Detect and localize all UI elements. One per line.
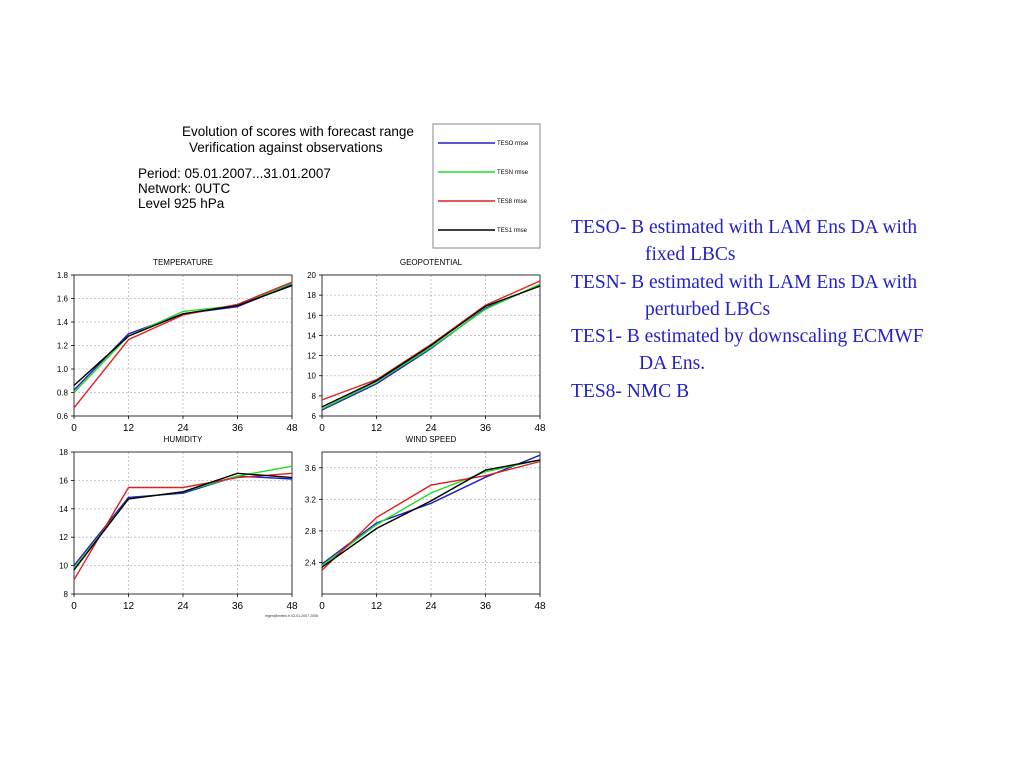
x-tick-label: 36 (232, 601, 244, 612)
y-tick-label: 12 (307, 352, 316, 361)
chart-title: TEMPERATURE (153, 258, 213, 267)
series-tesn (73, 282, 293, 393)
series-tesn (321, 459, 541, 567)
y-tick-label: 12 (59, 533, 68, 542)
y-tick-label: 8 (64, 590, 69, 599)
series-tes1 (321, 459, 541, 568)
description-tesn-cont: perturbed LBCs (645, 298, 771, 320)
series-tes8 (73, 281, 293, 409)
y-tick-label: 14 (59, 505, 68, 514)
network-label: Network: 0UTC (138, 181, 231, 196)
legend-box (432, 123, 541, 249)
chart-wind-speed: 0 12 24 36 48 2.4 2.8 3.2 3.6 WIND SPEED (305, 435, 546, 612)
level-label: Level 925 hPa (138, 196, 225, 211)
x-tick-label: 12 (123, 423, 135, 434)
description-teso-cont: fixed LBCs (645, 244, 736, 266)
x-tick-label: 48 (534, 601, 546, 612)
series-tes8 (321, 460, 541, 571)
x-tick-label: 48 (286, 423, 298, 434)
description-panel: TESO- B estimated with LAM Ens DA with f… (571, 214, 1016, 405)
x-tick-label: 0 (71, 601, 77, 612)
legend-label-teso: TESO rmse (497, 141, 529, 147)
y-tick-label: 1.2 (57, 342, 69, 351)
description-tes8: TES8- NMC B (571, 380, 690, 402)
legend: TESO rmse TESN rmse TES8 rmse TES1 rmse (432, 123, 541, 249)
y-tick-label: 0.8 (57, 389, 69, 398)
credit-label: mgen@meteo.fr 02-01-2007 2008 (265, 614, 318, 618)
chart-temperature: 0 12 24 36 48 0.6 0.8 1.0 1.2 1.4 1.6 1.8 TEMPERATUR… (57, 258, 298, 434)
chart-title: WIND SPEED (406, 435, 457, 444)
x-tick-label: 24 (425, 601, 437, 612)
x-tick-label: 12 (123, 601, 135, 612)
period-label: Period: 05.01.2007...31.01.2007 (138, 166, 331, 181)
y-tick-label: 2.8 (305, 527, 317, 536)
x-tick-label: 12 (371, 601, 383, 612)
y-tick-label: 10 (59, 562, 68, 571)
description-tesn: TESN- B estimated with LAM Ens DA with (571, 271, 918, 293)
chart-humidity: 0 12 24 36 48 8 10 12 14 16 18 HUMIDITY (59, 435, 298, 612)
y-tick-label: 16 (307, 311, 316, 320)
y-tick-label: 1.4 (57, 318, 69, 327)
charts-svg: TESO rmse TESN rmse TES8 rmse TES1 rmse 0 12… (57, 123, 546, 612)
x-tick-label: 36 (480, 423, 492, 434)
x-tick-label: 36 (480, 601, 492, 612)
figure-title-line2: Verification against observations (189, 140, 383, 155)
description-tes1-cont: DA Ens. (639, 353, 706, 375)
series-tes1 (321, 285, 541, 408)
series-tes1 (73, 284, 293, 386)
figure-title-line1: Evolution of scores with forecast range (182, 124, 414, 139)
y-tick-label: 2.4 (305, 558, 317, 567)
series-tes8 (73, 472, 293, 581)
x-tick-label: 0 (319, 423, 325, 434)
y-tick-label: 10 (307, 372, 316, 381)
legend-label-tesn: TESN rmse (497, 170, 529, 176)
x-tick-label: 12 (371, 423, 383, 434)
series-tes8 (321, 280, 541, 401)
y-tick-label: 18 (307, 291, 316, 300)
x-tick-label: 24 (177, 423, 189, 434)
y-tick-label: 8 (312, 392, 317, 401)
y-tick-label: 1.0 (57, 365, 69, 374)
series-teso (73, 475, 293, 567)
chart-geopotential: 0 12 24 36 48 6 8 10 12 14 16 18 20 GEOPOTENTIAL (307, 258, 546, 434)
y-tick-label: 0.6 (57, 412, 69, 421)
y-tick-label: 16 (59, 476, 68, 485)
x-tick-label: 36 (232, 423, 244, 434)
y-tick-label: 20 (307, 271, 316, 280)
x-tick-label: 48 (286, 601, 298, 612)
x-tick-label: 0 (71, 423, 77, 434)
series-tes1 (73, 472, 293, 571)
chart-title: HUMIDITY (164, 435, 203, 444)
y-tick-label: 1.6 (57, 295, 69, 304)
series-tesn (321, 283, 541, 410)
y-tick-label: 1.8 (57, 271, 69, 280)
x-tick-label: 24 (177, 601, 189, 612)
legend-label-tes1: TES1 rmse (497, 228, 528, 234)
description-teso: TESO- B estimated with LAM Ens DA with (571, 217, 918, 238)
chart-title: GEOPOTENTIAL (400, 258, 463, 267)
x-tick-label: 24 (425, 423, 437, 434)
x-tick-label: 0 (319, 601, 325, 612)
x-tick-label: 48 (534, 423, 546, 434)
y-tick-label: 18 (59, 448, 68, 457)
y-tick-label: 3.2 (305, 495, 317, 504)
y-tick-label: 14 (307, 331, 316, 340)
y-tick-label: 6 (312, 412, 317, 421)
verification-figure: Evolution of scores with forecast range … (0, 0, 560, 640)
description-tes1: TES1- B estimated by downscaling ECMWF (571, 326, 924, 348)
series-teso (321, 454, 541, 565)
y-tick-label: 3.6 (305, 464, 317, 473)
legend-label-tes8: TES8 rmse (497, 199, 528, 205)
